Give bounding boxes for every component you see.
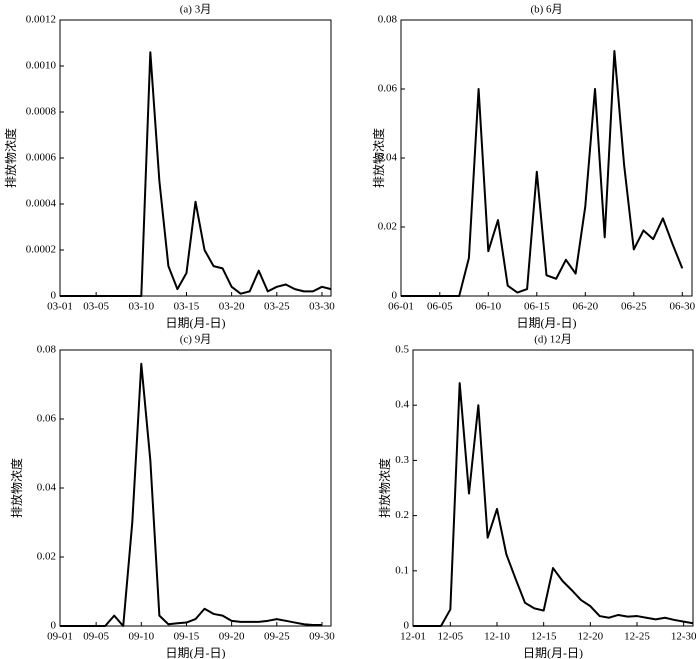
x-tick-label: 03-30	[309, 301, 335, 313]
y-tick-label: 0.08	[37, 344, 57, 356]
y-tick-label: 0.0010	[26, 60, 57, 72]
y-tick-label: 0.5	[395, 344, 409, 356]
x-axis-label: 日期(月-日)	[166, 646, 226, 659]
y-tick-label: 0.04	[37, 482, 57, 494]
y-tick-label: 0.0008	[26, 106, 57, 118]
x-tick-label: 12-05	[437, 631, 463, 643]
plot-frame	[59, 349, 332, 627]
data-line	[401, 50, 684, 297]
y-tick-label: 0.02	[37, 551, 56, 563]
plot-frame	[412, 349, 694, 627]
y-axis-label: 排放物浓度	[9, 458, 24, 518]
y-tick-label: 0.4	[395, 399, 409, 411]
x-tick-label: 03-20	[219, 301, 245, 313]
x-tick-label: 12-10	[484, 631, 510, 643]
x-tick-label: 09-20	[219, 631, 245, 643]
x-tick-label: 06-25	[621, 301, 647, 313]
x-tick-label: 12-15	[531, 631, 557, 643]
x-tick-label: 12-30	[671, 631, 697, 643]
x-tick-label: 06-05	[427, 301, 453, 313]
subplot-title: (a) 3月	[180, 4, 211, 16]
data-line	[413, 382, 694, 627]
y-tick-label: 0.0004	[26, 198, 57, 210]
x-tick-label: 03-15	[174, 301, 200, 313]
x-tick-label: 06-30	[669, 301, 695, 313]
x-axis-label: 日期(月-日)	[166, 316, 226, 330]
x-axis-label: 日期(月-日)	[523, 646, 583, 659]
y-tick-label: 0.2	[395, 509, 409, 521]
y-tick-label: 0.02	[378, 221, 397, 233]
x-tick-label: 09-05	[83, 631, 109, 643]
x-tick-label: 09-15	[174, 631, 200, 643]
y-axis-label: 排放物浓度	[371, 128, 386, 188]
x-tick-label: 09-30	[309, 631, 335, 643]
x-tick-label: 12-20	[577, 631, 603, 643]
y-tick-label: 0	[51, 620, 57, 632]
data-line	[60, 362, 322, 627]
x-tick-label: 12-25	[624, 631, 650, 643]
y-tick-label: 0.0012	[26, 14, 56, 26]
x-tick-label: 12-01	[400, 631, 426, 643]
x-tick-label: 03-10	[128, 301, 154, 313]
subplot-title: (d) 12月	[534, 334, 572, 346]
x-tick-label: 06-20	[572, 301, 598, 313]
y-tick-label: 0.1	[395, 564, 409, 576]
x-axis-label: 日期(月-日)	[517, 316, 577, 330]
x-tick-label: 09-25	[264, 631, 290, 643]
y-tick-label: 0.06	[37, 413, 57, 425]
y-tick-label: 0.0006	[26, 152, 57, 164]
y-tick-label: 0	[51, 290, 57, 302]
x-tick-label: 03-05	[83, 301, 109, 313]
x-tick-label: 09-10	[128, 631, 154, 643]
plot-frame	[59, 19, 332, 297]
x-tick-label: 03-01	[47, 301, 73, 313]
x-tick-label: 06-10	[475, 301, 501, 313]
plot-frame	[400, 19, 693, 297]
x-tick-label: 03-25	[264, 301, 290, 313]
x-tick-label: 06-15	[524, 301, 550, 313]
subplot-title: (c) 9月	[180, 334, 211, 346]
y-tick-label: 0.08	[378, 14, 398, 26]
y-axis-label: 排放物浓度	[3, 128, 18, 188]
y-tick-label: 0	[404, 620, 410, 632]
y-tick-label: 0.04	[378, 152, 398, 164]
x-tick-label: 06-01	[388, 301, 414, 313]
data-line	[60, 51, 332, 297]
subplot-title: (b) 6月	[530, 4, 562, 16]
y-tick-label: 0.3	[395, 454, 409, 466]
y-tick-label: 0.06	[378, 83, 398, 95]
y-tick-label: 0.0002	[26, 244, 56, 256]
x-tick-label: 09-01	[47, 631, 73, 643]
y-tick-label: 0	[392, 290, 398, 302]
y-axis-label: 排放物浓度	[377, 458, 392, 518]
